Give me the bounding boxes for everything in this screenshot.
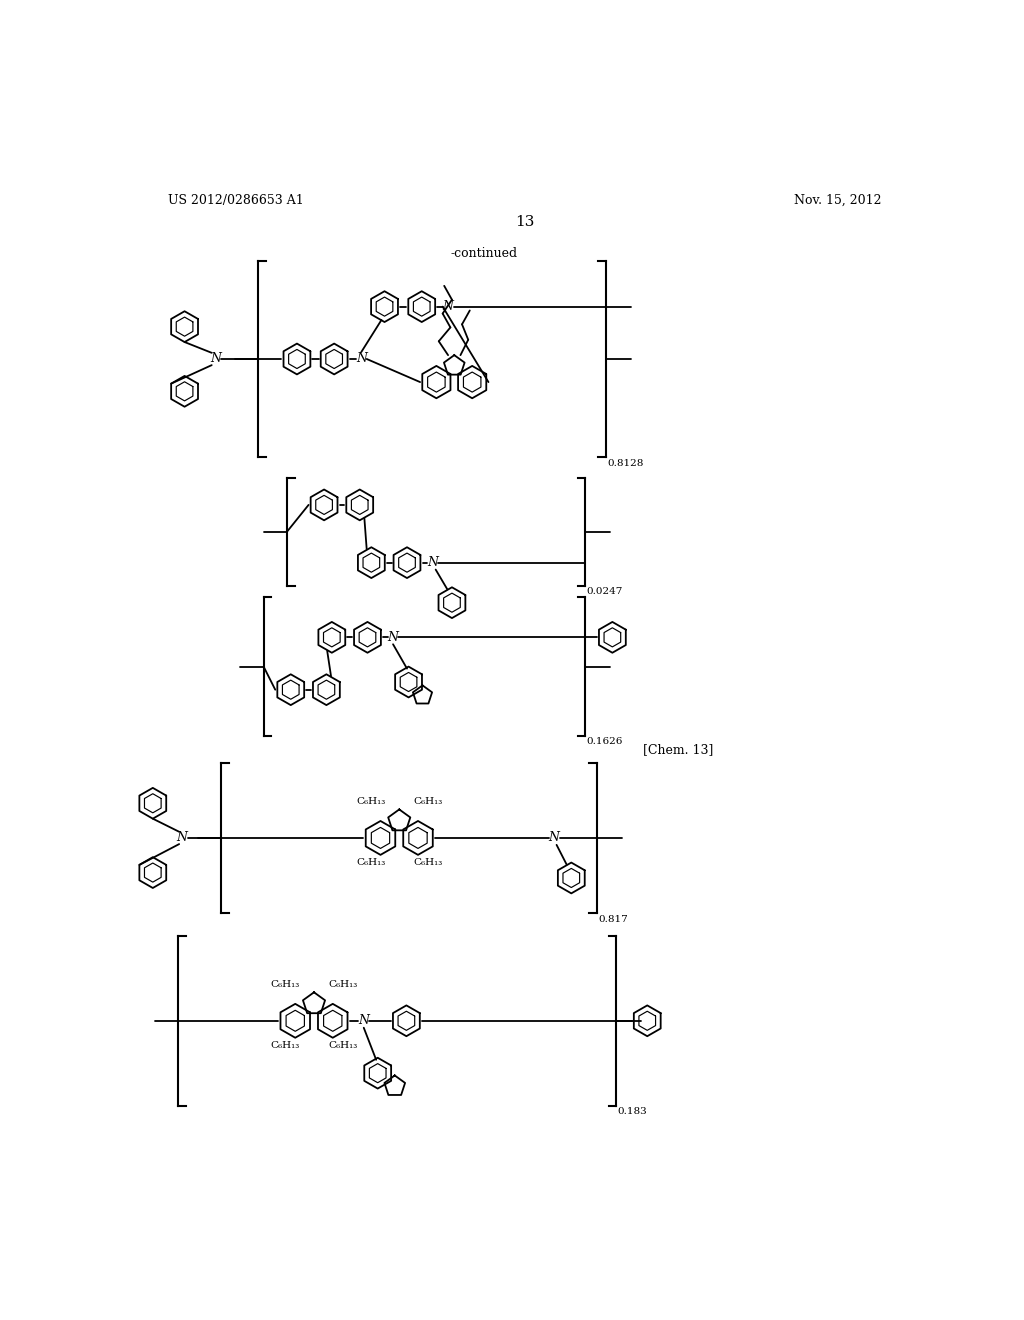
Text: N: N [355,352,367,366]
Text: N: N [177,832,187,845]
Text: 0.817: 0.817 [598,915,628,924]
Text: N: N [358,1014,370,1027]
Text: [Chem. 13]: [Chem. 13] [643,743,714,756]
Text: N: N [442,300,454,313]
Text: 0.0247: 0.0247 [587,587,624,597]
Text: N: N [549,832,560,845]
Text: C₆H₁₃: C₆H₁₃ [270,1040,300,1049]
Text: C₆H₁₃: C₆H₁₃ [414,797,442,807]
Text: 13: 13 [515,215,535,230]
Text: N: N [210,352,221,366]
Text: Nov. 15, 2012: Nov. 15, 2012 [794,194,882,207]
Text: C₆H₁₃: C₆H₁₃ [356,858,385,867]
Text: 0.8128: 0.8128 [607,459,644,467]
Text: C₆H₁₃: C₆H₁₃ [270,981,300,989]
Text: 0.183: 0.183 [617,1107,647,1115]
Text: C₆H₁₃: C₆H₁₃ [328,1040,357,1049]
Text: 0.1626: 0.1626 [587,738,624,746]
Text: N: N [427,556,438,569]
Text: C₆H₁₃: C₆H₁₃ [414,858,442,867]
Text: C₆H₁₃: C₆H₁₃ [356,797,385,807]
Text: -continued: -continued [451,247,518,260]
Text: N: N [387,631,398,644]
Text: C₆H₁₃: C₆H₁₃ [328,981,357,989]
Text: US 2012/0286653 A1: US 2012/0286653 A1 [168,194,304,207]
